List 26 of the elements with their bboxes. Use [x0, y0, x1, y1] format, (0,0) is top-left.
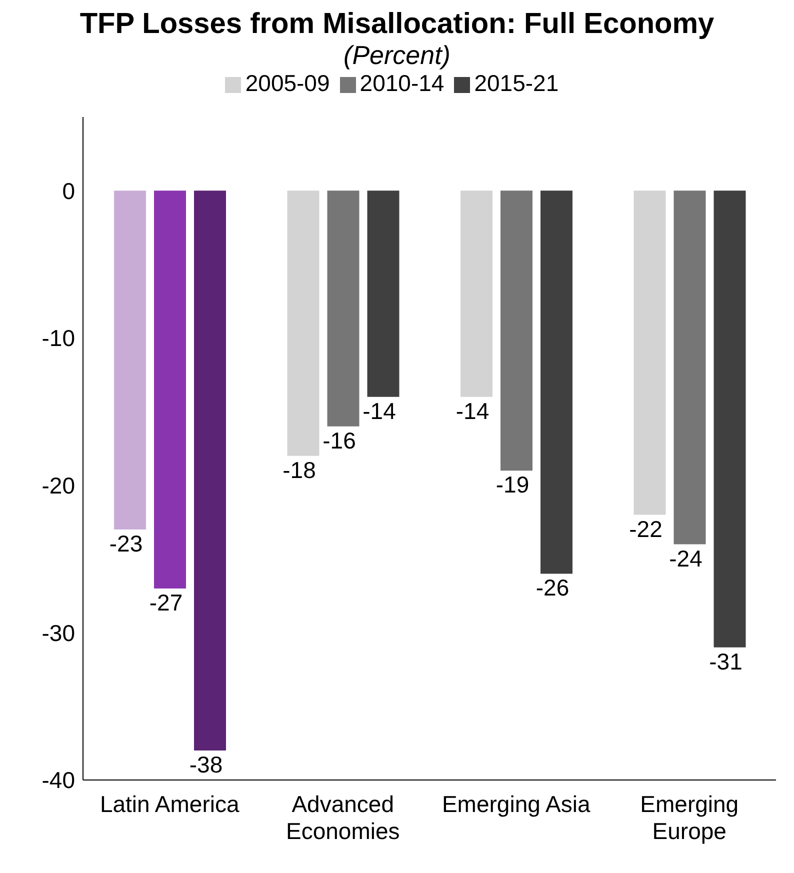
data-label: -14: [456, 398, 490, 424]
x-tick-label: Advanced Economies: [286, 791, 400, 844]
data-label: -24: [669, 545, 703, 572]
legend-label: 2005-09: [245, 70, 330, 96]
x-tick-label: Emerging Europe: [640, 791, 739, 844]
data-label: -26: [536, 574, 570, 601]
y-tick-label: -40: [42, 767, 75, 794]
y-tick-label: -20: [42, 472, 75, 498]
y-tick-label: 0: [62, 178, 75, 204]
data-label: -18: [282, 456, 316, 483]
chart-subtitle: (Percent): [342, 40, 452, 70]
data-label: -27: [149, 589, 183, 616]
data-label: -38: [189, 752, 223, 778]
data-label: -23: [109, 530, 143, 557]
legend-label: 2015-21: [474, 70, 559, 96]
x-tick-label: Latin America: [100, 791, 240, 817]
data-label: -19: [496, 472, 530, 498]
legend-label: 2010-14: [360, 70, 444, 96]
chart-title: TFP Losses from Misallocation: Full Economy: [78, 8, 716, 40]
y-tick-label: -10: [42, 325, 75, 352]
data-label: -22: [629, 516, 662, 542]
data-label: -14: [362, 398, 396, 424]
data-label: -31: [709, 648, 742, 674]
data-label: -16: [322, 427, 356, 454]
y-tick-label: -30: [42, 620, 75, 646]
x-tick-label: Emerging Asia: [442, 791, 590, 817]
